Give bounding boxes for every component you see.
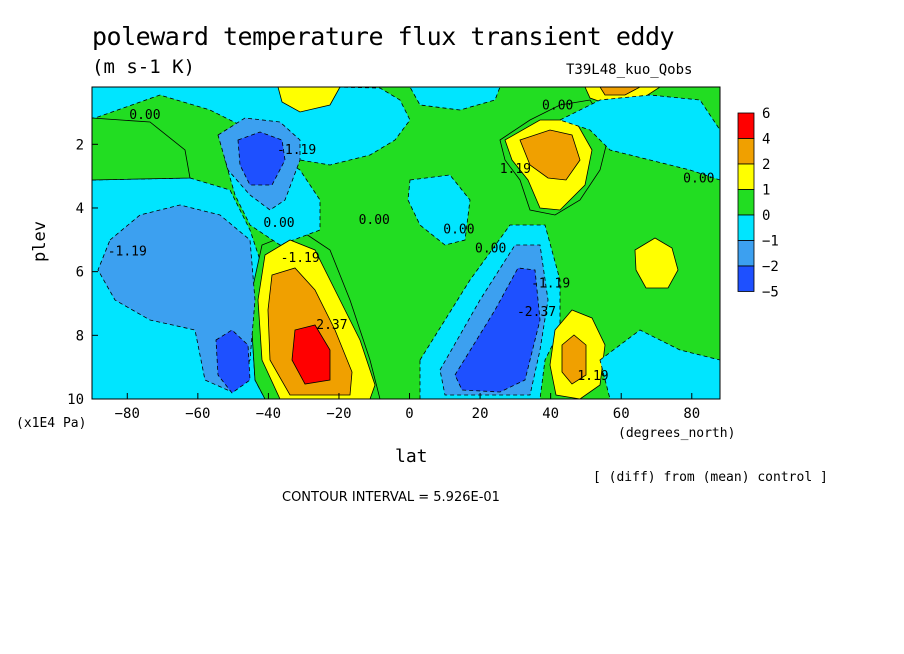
contour-label: 0.00 [359,213,390,228]
x-tick-label: 80 [683,406,700,422]
region-cyan-trop-top [409,87,501,111]
y-tick-label: 6 [76,265,84,281]
region-orange-n-low [561,334,587,385]
contour-label: 0.00 [683,172,714,187]
run-label: T39L48_kuo_Qobs [566,62,693,78]
contour-interval: CONTOUR INTERVAL = 5.926E-01 [282,490,500,505]
colorbar-label: 1 [762,183,770,199]
contour-label: 0.00 [475,242,506,257]
x-tick-label: 20 [472,406,489,422]
y-tick-label: 4 [76,201,84,217]
x-tick-label: −80 [115,406,140,422]
contour-label: -1.19 [108,245,147,260]
x-tick-label: 40 [542,406,559,422]
region-yellow-n-high [634,237,679,289]
x-tick-label: −20 [326,406,351,422]
region-orange-top-n [599,87,641,96]
contour-label: -1.19 [277,143,316,158]
colorbar-swatch [737,240,755,267]
colorbar-swatch [737,214,755,241]
contour-label: 1.19 [500,162,531,177]
contour-field [92,87,720,399]
x-tick-label: −60 [185,406,210,422]
contour-label: -1.19 [281,251,320,266]
colorbar-swatch [737,189,755,216]
chart-title: poleward temperature flux transient eddy [92,22,675,51]
contour-label: 0.00 [263,216,294,231]
region-red-s [291,324,331,385]
colorbar-swatch [737,112,755,139]
colorbar-label: 6 [762,106,770,122]
contour-label: -1.19 [531,277,570,292]
region-yellow-top-s [277,87,341,113]
region-blue-s-low [215,329,251,394]
contour-label: 2.37 [316,318,347,333]
colorbar-label: 2 [762,157,770,173]
region-orange-n [519,129,581,181]
colorbar-label: 0 [762,208,770,224]
colorbar-swatch [737,163,755,190]
contour-label: 0.00 [443,222,474,237]
colorbar-label: −5 [762,285,779,301]
plot-frame [91,86,721,400]
colorbar-label: −2 [762,259,779,275]
y-tick-label: 8 [76,328,84,344]
colorbar-label: 4 [762,132,770,148]
region-lightblue-s [97,204,256,393]
y-tick-label: 2 [76,137,84,153]
region-green-sliver [92,117,191,181]
contour-label: -2.37 [517,305,556,320]
x-tick-label: 0 [405,406,413,422]
y-tick-label: 10 [67,392,84,408]
colorbar-swatch [737,265,755,292]
diff-note: [ (diff) from (mean) control ] [593,470,828,485]
region-blue-s-upper [237,131,286,186]
x-unit-note: (degrees_north) [618,426,736,441]
x-tick-label: −40 [256,406,281,422]
region-blue-n [454,267,541,393]
region-cyan-lower-right [599,329,720,399]
units-label: (m s-1 K) [92,56,195,78]
colorbar-label: −1 [762,234,779,250]
y-axis-title: plev [30,221,50,262]
contour-label: 0.00 [542,98,573,113]
region-cyan-trop [407,174,471,246]
y-unit-note: (x1E4 Pa) [16,416,87,431]
contour-label: 0.00 [129,108,160,123]
x-tick-label: 60 [613,406,630,422]
region-cyan-n-upper [558,94,720,181]
contour-label: 1.19 [577,369,608,384]
colorbar-swatch [737,138,755,165]
x-axis-title: lat [395,446,428,467]
